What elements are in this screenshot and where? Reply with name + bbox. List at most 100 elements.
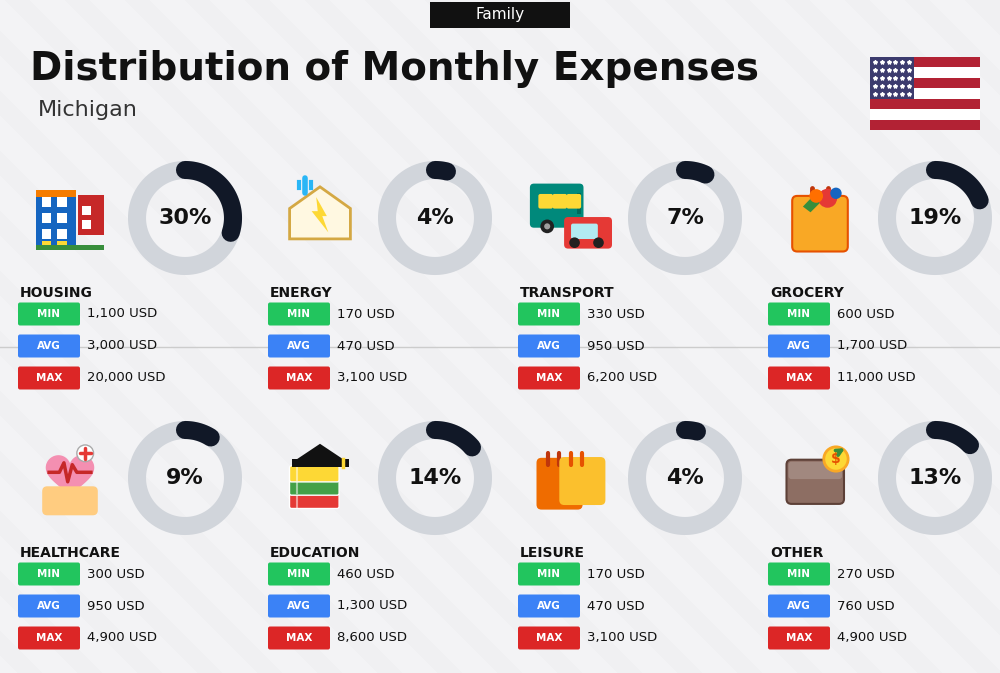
FancyBboxPatch shape (42, 241, 51, 246)
Text: 170 USD: 170 USD (337, 308, 395, 320)
FancyBboxPatch shape (786, 460, 844, 504)
Text: MIN: MIN (538, 569, 560, 579)
Text: MIN: MIN (788, 309, 810, 319)
Text: MAX: MAX (286, 633, 312, 643)
Text: AVG: AVG (287, 601, 311, 611)
Text: OTHER: OTHER (770, 546, 823, 560)
Circle shape (809, 189, 823, 203)
FancyBboxPatch shape (530, 184, 584, 227)
Text: MAX: MAX (36, 633, 62, 643)
Text: MAX: MAX (536, 633, 562, 643)
Circle shape (565, 219, 579, 234)
FancyBboxPatch shape (870, 120, 980, 130)
Text: MAX: MAX (286, 373, 312, 383)
Text: MIN: MIN (538, 309, 560, 319)
FancyBboxPatch shape (518, 367, 580, 390)
FancyBboxPatch shape (268, 334, 330, 357)
Circle shape (540, 219, 554, 234)
Text: 14%: 14% (408, 468, 462, 488)
FancyBboxPatch shape (577, 193, 581, 214)
Text: 4,900 USD: 4,900 USD (87, 631, 157, 645)
FancyBboxPatch shape (518, 302, 580, 326)
Polygon shape (312, 197, 328, 232)
Text: 470 USD: 470 USD (337, 339, 395, 353)
Text: MAX: MAX (786, 633, 812, 643)
Text: 1,100 USD: 1,100 USD (87, 308, 157, 320)
FancyBboxPatch shape (82, 220, 91, 229)
FancyBboxPatch shape (36, 190, 76, 197)
Circle shape (77, 445, 94, 462)
Text: Distribution of Monthly Expenses: Distribution of Monthly Expenses (30, 50, 759, 88)
Text: MIN: MIN (38, 309, 60, 319)
Text: 8,600 USD: 8,600 USD (337, 631, 407, 645)
Text: 3,100 USD: 3,100 USD (587, 631, 657, 645)
FancyBboxPatch shape (564, 217, 612, 248)
Text: Family: Family (475, 7, 525, 22)
FancyBboxPatch shape (870, 57, 914, 99)
Circle shape (824, 447, 848, 471)
Text: 11,000 USD: 11,000 USD (837, 371, 916, 384)
Text: 170 USD: 170 USD (587, 567, 645, 581)
FancyBboxPatch shape (18, 563, 80, 586)
Circle shape (544, 223, 550, 229)
FancyBboxPatch shape (788, 462, 842, 479)
FancyBboxPatch shape (518, 334, 580, 357)
Text: MIN: MIN (288, 309, 310, 319)
FancyBboxPatch shape (518, 594, 580, 618)
Polygon shape (803, 190, 826, 212)
FancyBboxPatch shape (552, 194, 567, 209)
Text: AVG: AVG (37, 341, 61, 351)
FancyBboxPatch shape (36, 190, 76, 246)
Polygon shape (297, 444, 343, 459)
Text: MIN: MIN (288, 569, 310, 579)
FancyBboxPatch shape (57, 213, 67, 223)
Text: 470 USD: 470 USD (587, 600, 645, 612)
FancyBboxPatch shape (571, 223, 598, 239)
FancyBboxPatch shape (78, 195, 104, 235)
FancyBboxPatch shape (36, 245, 104, 250)
FancyBboxPatch shape (870, 57, 980, 67)
FancyBboxPatch shape (18, 334, 80, 357)
FancyBboxPatch shape (768, 367, 830, 390)
Circle shape (818, 188, 837, 208)
FancyBboxPatch shape (57, 241, 67, 246)
Circle shape (569, 238, 580, 248)
FancyBboxPatch shape (290, 479, 339, 495)
Text: HOUSING: HOUSING (20, 286, 93, 300)
Text: 330 USD: 330 USD (587, 308, 645, 320)
FancyBboxPatch shape (42, 213, 51, 223)
FancyBboxPatch shape (768, 627, 830, 649)
Text: AVG: AVG (787, 601, 811, 611)
Text: MAX: MAX (786, 373, 812, 383)
Text: 19%: 19% (908, 208, 962, 228)
Text: MAX: MAX (36, 373, 62, 383)
FancyBboxPatch shape (430, 2, 570, 28)
Text: 7%: 7% (666, 208, 704, 228)
Text: TRANSPORT: TRANSPORT (520, 286, 615, 300)
Text: 4%: 4% (666, 468, 704, 488)
FancyBboxPatch shape (870, 99, 980, 109)
FancyBboxPatch shape (18, 627, 80, 649)
Text: 4,900 USD: 4,900 USD (837, 631, 907, 645)
FancyBboxPatch shape (42, 487, 98, 516)
Text: 6,200 USD: 6,200 USD (587, 371, 657, 384)
FancyBboxPatch shape (57, 197, 67, 207)
Text: 1,300 USD: 1,300 USD (337, 600, 407, 612)
Text: 4%: 4% (416, 208, 454, 228)
FancyBboxPatch shape (268, 302, 330, 326)
Text: MIN: MIN (38, 569, 60, 579)
FancyBboxPatch shape (82, 206, 91, 215)
FancyBboxPatch shape (42, 229, 51, 239)
FancyBboxPatch shape (18, 594, 80, 618)
FancyBboxPatch shape (536, 458, 583, 509)
Circle shape (830, 188, 842, 199)
Text: $: $ (831, 452, 841, 466)
Circle shape (569, 223, 575, 229)
FancyBboxPatch shape (268, 563, 330, 586)
Text: EDUCATION: EDUCATION (270, 546, 360, 560)
FancyBboxPatch shape (292, 459, 349, 466)
Text: 3,000 USD: 3,000 USD (87, 339, 157, 353)
FancyBboxPatch shape (268, 367, 330, 390)
Text: ENERGY: ENERGY (270, 286, 333, 300)
Text: 760 USD: 760 USD (837, 600, 895, 612)
